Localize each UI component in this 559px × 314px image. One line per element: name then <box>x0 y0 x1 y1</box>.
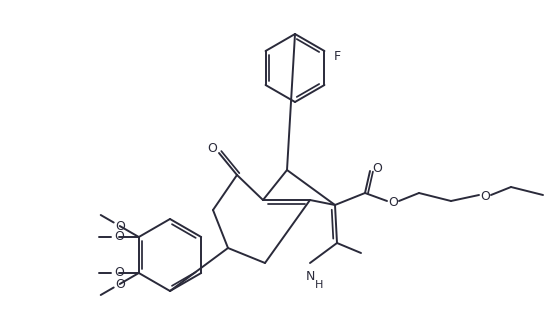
Text: O: O <box>372 161 382 175</box>
Text: H: H <box>315 280 323 290</box>
Text: O: O <box>480 190 490 203</box>
Text: O: O <box>114 230 124 243</box>
Text: O: O <box>207 143 217 155</box>
Text: O: O <box>115 219 125 232</box>
Text: O: O <box>115 278 125 290</box>
Text: O: O <box>114 267 124 279</box>
Text: N: N <box>305 270 315 284</box>
Text: O: O <box>388 197 398 209</box>
Text: F: F <box>334 51 341 63</box>
